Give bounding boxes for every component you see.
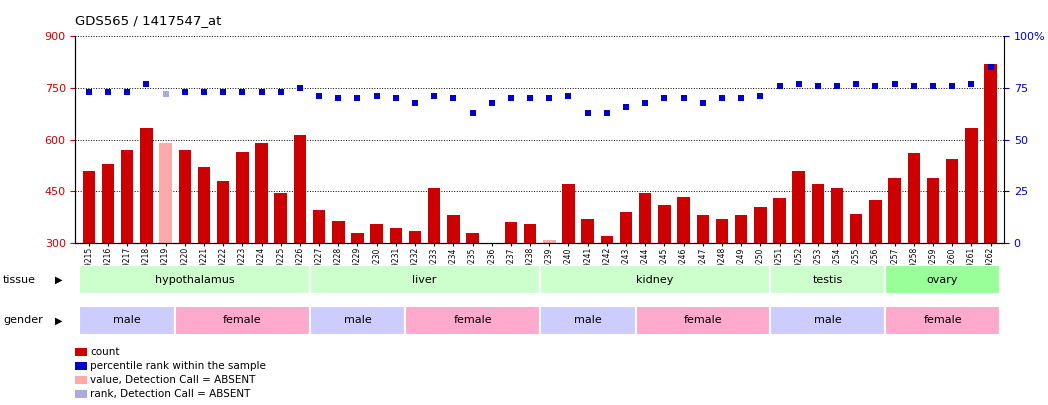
Text: liver: liver (413, 275, 437, 285)
Text: percentile rank within the sample: percentile rank within the sample (90, 361, 266, 371)
Bar (540, 306, 636, 335)
Bar (236, 152, 248, 243)
Bar (309, 306, 406, 335)
Bar (886, 306, 1000, 335)
Bar (946, 159, 959, 243)
Bar (850, 214, 863, 243)
Text: male: male (113, 315, 141, 325)
Bar (121, 150, 133, 243)
Text: hypothalamus: hypothalamus (155, 275, 234, 285)
Bar (275, 193, 287, 243)
Text: testis: testis (812, 275, 843, 285)
Bar (102, 164, 114, 243)
Bar (159, 143, 172, 243)
Bar (770, 265, 886, 294)
Bar (309, 265, 540, 294)
Bar (716, 219, 728, 243)
Text: female: female (923, 315, 962, 325)
Bar (80, 306, 175, 335)
Bar (619, 212, 632, 243)
Text: kidney: kidney (636, 275, 674, 285)
Bar (869, 200, 881, 243)
Bar (540, 265, 770, 294)
Bar (582, 219, 594, 243)
Bar (889, 178, 901, 243)
Text: female: female (683, 315, 722, 325)
Bar (406, 306, 540, 335)
Bar (198, 167, 211, 243)
Text: count: count (90, 347, 119, 357)
Text: female: female (454, 315, 492, 325)
Text: gender: gender (3, 315, 43, 325)
Bar (735, 215, 747, 243)
Bar (256, 143, 268, 243)
Text: female: female (223, 315, 262, 325)
Bar (505, 222, 517, 243)
Bar (677, 196, 690, 243)
Bar (563, 185, 574, 243)
Bar (636, 306, 770, 335)
Bar (178, 150, 191, 243)
Bar (984, 64, 997, 243)
Bar (831, 188, 844, 243)
Bar (313, 210, 325, 243)
Bar (524, 224, 537, 243)
Text: male: male (574, 315, 602, 325)
Bar (293, 134, 306, 243)
Text: value, Detection Call = ABSENT: value, Detection Call = ABSENT (90, 375, 256, 385)
Bar (658, 205, 671, 243)
Bar (332, 221, 345, 243)
Text: tissue: tissue (3, 275, 36, 285)
Bar (390, 228, 402, 243)
Bar (811, 185, 824, 243)
Bar (409, 231, 421, 243)
Bar (908, 153, 920, 243)
Text: ▶: ▶ (54, 275, 62, 285)
Text: ovary: ovary (926, 275, 958, 285)
Bar (886, 265, 1000, 294)
Bar (140, 128, 153, 243)
Bar (83, 171, 95, 243)
Bar (175, 306, 309, 335)
Bar (466, 232, 479, 243)
Text: rank, Detection Call = ABSENT: rank, Detection Call = ABSENT (90, 389, 250, 399)
Bar (601, 236, 613, 243)
Text: GDS565 / 1417547_at: GDS565 / 1417547_at (75, 14, 222, 27)
Bar (543, 240, 555, 243)
Text: male: male (344, 315, 371, 325)
Bar (965, 128, 978, 243)
Bar (770, 306, 886, 335)
Bar (639, 193, 652, 243)
Bar (926, 178, 939, 243)
Bar (370, 224, 383, 243)
Bar (447, 215, 460, 243)
Bar (792, 171, 805, 243)
Text: ▶: ▶ (54, 315, 62, 325)
Bar (755, 207, 766, 243)
Text: male: male (813, 315, 842, 325)
Bar (351, 232, 364, 243)
Bar (697, 215, 709, 243)
Bar (217, 181, 230, 243)
Bar (773, 198, 786, 243)
Bar (80, 265, 309, 294)
Bar (428, 188, 440, 243)
